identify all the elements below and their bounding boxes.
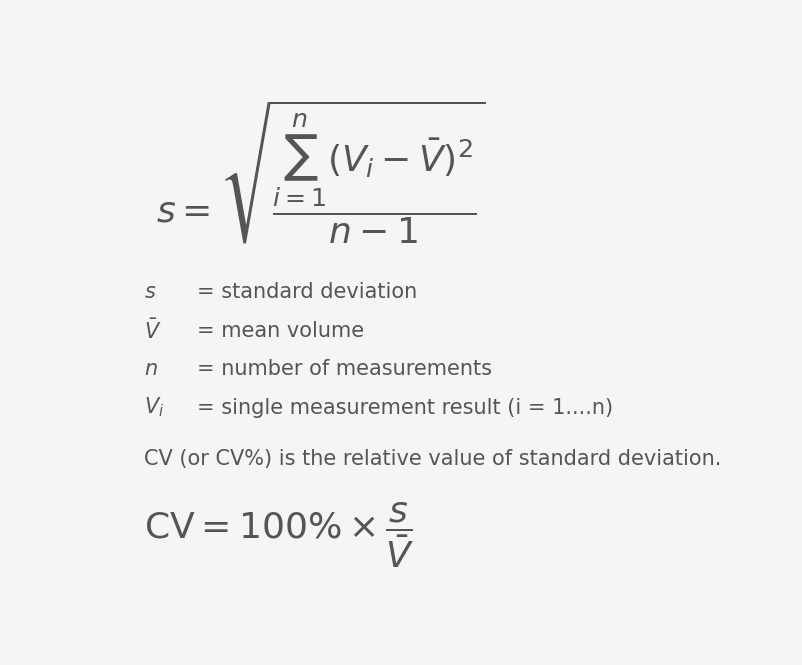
Text: = standard deviation: = standard deviation: [196, 283, 417, 303]
Text: $s = \sqrt{\dfrac{\sum_{i=1}^{n}(V_i - \bar{V})^2}{n-1}}$: $s = \sqrt{\dfrac{\sum_{i=1}^{n}(V_i - \…: [156, 98, 486, 246]
Text: $\bar{V}$: $\bar{V}$: [144, 319, 161, 343]
Text: $n$: $n$: [144, 359, 157, 379]
Text: = number of measurements: = number of measurements: [196, 359, 492, 379]
Text: $\mathrm{CV} = 100\% \times \dfrac{s}{\bar{V}}$: $\mathrm{CV} = 100\% \times \dfrac{s}{\b…: [144, 501, 415, 571]
Text: = mean volume: = mean volume: [196, 321, 364, 340]
Text: CV (or CV%) is the relative value of standard deviation.: CV (or CV%) is the relative value of sta…: [144, 449, 721, 469]
Text: $s$: $s$: [144, 283, 156, 303]
Text: $V_i$: $V_i$: [144, 396, 164, 420]
Text: = single measurement result (i = 1....n): = single measurement result (i = 1....n): [196, 398, 613, 418]
